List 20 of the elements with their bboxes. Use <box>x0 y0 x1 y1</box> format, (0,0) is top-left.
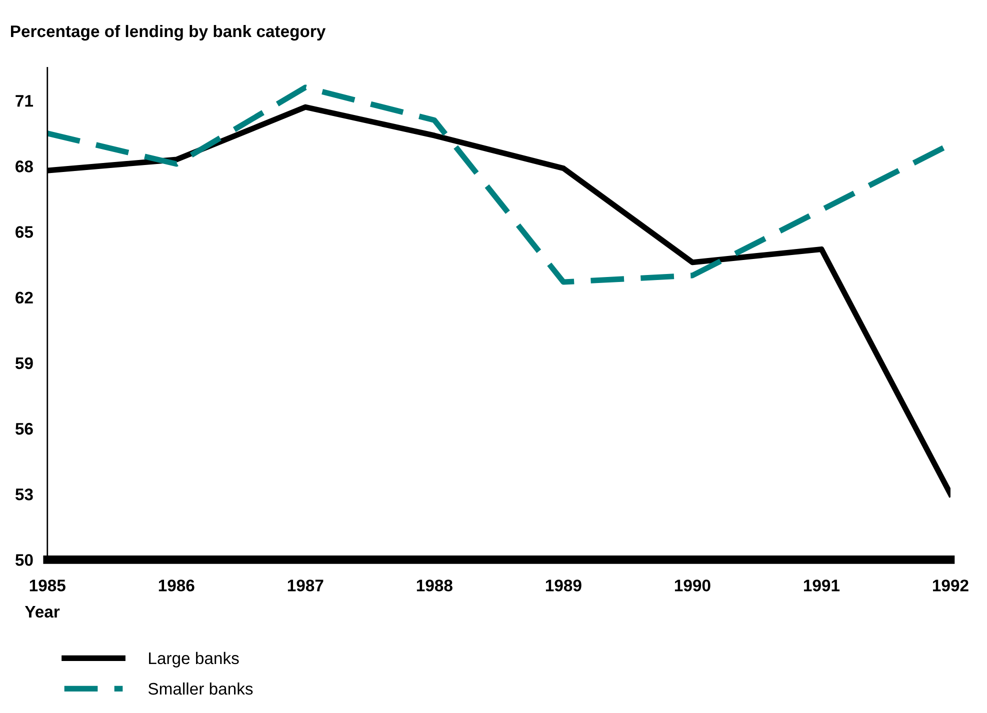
chart-title: Percentage of lending by bank category <box>10 24 326 41</box>
y-tick-label: 50 <box>15 554 33 566</box>
x-tick-label: 1989 <box>546 580 582 592</box>
x-axis-title: Year <box>24 606 60 618</box>
legend-label: Large banks <box>149 652 239 668</box>
x-tick-label: 1988 <box>416 580 452 592</box>
x-tick-label: 1986 <box>158 580 194 592</box>
x-tick-label: 1990 <box>674 580 710 592</box>
x-tick-label: 1991 <box>804 580 840 592</box>
y-tick-label: 59 <box>15 357 33 370</box>
y-tick-label: 71 <box>16 95 34 107</box>
y-tick-label: 62 <box>16 292 33 304</box>
y-tick-label: 68 <box>16 160 33 172</box>
y-tick-label: 56 <box>15 422 33 435</box>
legend-label: Smaller banks <box>148 682 253 695</box>
y-tick-label: 65 <box>16 226 34 238</box>
x-tick-label: 1992 <box>932 580 968 592</box>
x-tick-label: 1985 <box>30 580 66 592</box>
y-tick-label: 53 <box>15 488 33 500</box>
x-tick-label: 1987 <box>288 580 324 592</box>
